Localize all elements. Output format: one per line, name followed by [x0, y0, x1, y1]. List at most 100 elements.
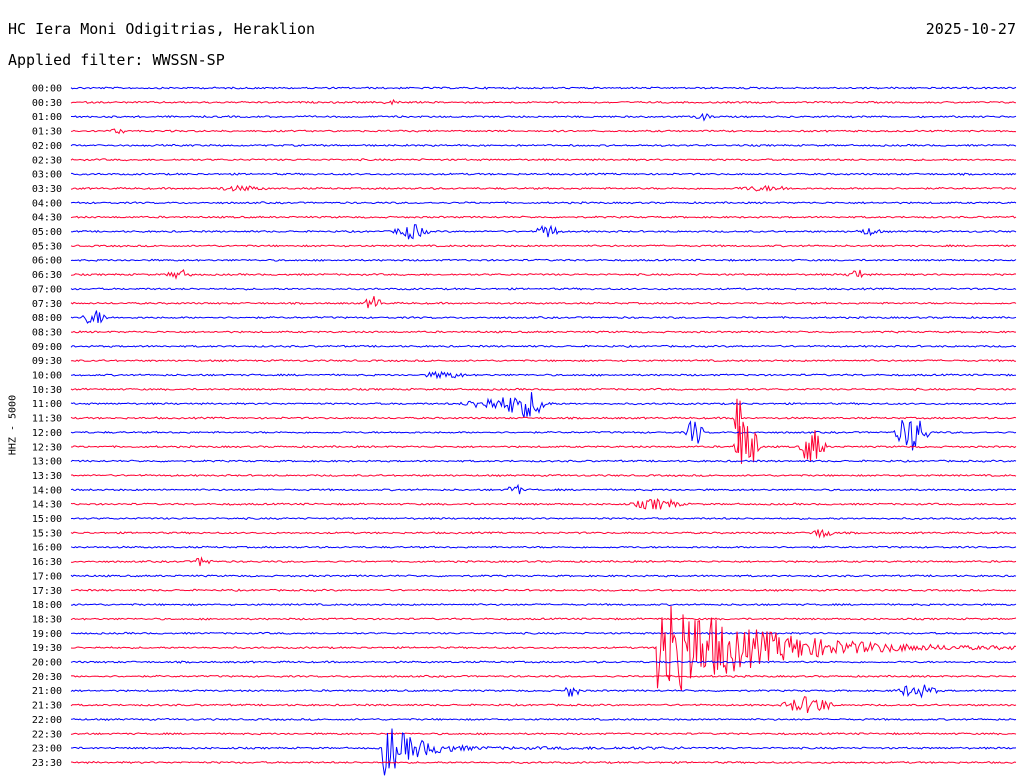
seismic-trace-line — [70, 330, 1016, 334]
seismic-trace-line — [70, 631, 1017, 635]
station-title: HC Iera Moni Odigitrias, Heraklion — [8, 20, 316, 38]
seismic-trace-line — [70, 201, 1017, 205]
seismic-trace-line — [70, 420, 1017, 451]
seismic-trace-line — [70, 760, 1017, 765]
time-tick-label: 19:00 — [32, 629, 62, 640]
time-tick-label: 19:30 — [32, 643, 62, 654]
seismic-trace-line — [70, 588, 1017, 592]
time-tick-label: 13:00 — [32, 457, 62, 468]
seismic-trace-line — [70, 387, 1017, 391]
time-tick-label: 11:30 — [32, 414, 62, 425]
time-tick-label: 17:30 — [32, 586, 62, 597]
seismic-trace-line — [70, 516, 1017, 521]
seismic-trace-line — [70, 287, 1017, 291]
date-label: 2025-10-27 — [925, 20, 1016, 38]
seismic-trace-line — [70, 684, 1017, 699]
filter-label: Applied filter: WWSSN-SP — [8, 51, 225, 69]
seismic-trace-line — [70, 459, 1017, 463]
seismic-trace-line — [70, 224, 1017, 240]
seismic-trace-line — [70, 473, 1017, 478]
time-tick-label: 11:00 — [32, 399, 62, 410]
seismic-trace-line — [70, 128, 1017, 135]
time-tick-label: 10:30 — [32, 385, 62, 396]
time-tick-label: 03:00 — [32, 170, 62, 181]
seismic-trace-line — [70, 86, 1017, 90]
time-tick-label: 17:00 — [32, 571, 62, 582]
time-tick-label: 16:00 — [32, 543, 62, 554]
seismic-trace-line — [70, 498, 1017, 510]
seismic-trace-line — [70, 184, 1017, 192]
seismic-trace-line — [70, 258, 1017, 262]
seismic-trace-line — [70, 674, 1017, 678]
time-tick-label: 06:30 — [32, 270, 62, 281]
time-tick-label: 09:00 — [32, 342, 62, 353]
time-tick-label: 06:00 — [32, 256, 62, 267]
time-tick-label: 03:30 — [32, 184, 62, 195]
time-tick-label: 00:00 — [32, 84, 62, 95]
seismic-trace-line — [70, 310, 1017, 324]
time-tick-label: 20:00 — [32, 658, 62, 669]
seismic-trace-line — [70, 556, 1017, 567]
seismic-trace-line — [70, 398, 1017, 453]
seismic-trace-line — [70, 392, 1017, 418]
time-tick-label: 21:00 — [32, 686, 62, 697]
seismic-trace-line — [70, 244, 1017, 248]
time-tick-label: 01:00 — [32, 112, 62, 123]
time-tick-label: 15:00 — [32, 514, 62, 525]
time-tick-label: 22:30 — [32, 729, 62, 740]
time-tick-label: 14:30 — [32, 500, 62, 511]
time-tick-label: 18:00 — [32, 600, 62, 611]
time-tick-label: 16:30 — [32, 557, 62, 568]
time-tick-label: 13:30 — [32, 471, 62, 482]
seismic-trace-line — [70, 696, 1017, 714]
seismic-trace-line — [70, 545, 1017, 549]
seismic-trace-line — [70, 528, 1017, 539]
time-tick-label: 18:30 — [32, 614, 62, 625]
time-tick-label: 05:00 — [32, 227, 62, 238]
seismic-trace-line — [71, 728, 1017, 776]
time-tick-label: 10:00 — [32, 371, 62, 382]
time-tick-label: 22:00 — [32, 715, 62, 726]
time-tick-label: 02:00 — [32, 141, 62, 152]
seismic-trace-line — [70, 732, 1017, 736]
time-tick-label: 23:30 — [32, 758, 62, 769]
seismic-trace-line — [70, 269, 1017, 280]
time-tick-label: 04:30 — [32, 213, 62, 224]
seismic-trace-line — [70, 605, 1017, 691]
seismic-trace-line — [70, 574, 1017, 578]
time-tick-label: 08:00 — [32, 313, 62, 324]
time-tick-label: 04:00 — [32, 198, 62, 209]
time-tick-label: 07:30 — [32, 299, 62, 310]
seismic-trace-line — [70, 483, 1017, 495]
seismic-trace-line — [70, 370, 1016, 380]
seismic-trace-line — [70, 296, 1017, 309]
seismic-trace-line — [71, 421, 1017, 464]
seismic-trace-line — [70, 660, 1017, 664]
seismic-trace-line — [70, 344, 1017, 348]
seismic-trace-line — [70, 143, 1017, 147]
seismic-trace-line — [70, 359, 1017, 363]
seismic-trace-line — [70, 617, 1017, 621]
seismic-trace-line — [71, 112, 1017, 122]
time-tick-label: 14:00 — [32, 485, 62, 496]
seismic-trace-line — [70, 717, 1017, 721]
seismic-trace-line — [70, 98, 1017, 106]
time-tick-label: 02:30 — [32, 155, 62, 166]
seismic-trace-line — [71, 172, 1017, 176]
seismic-trace-line — [70, 215, 1017, 219]
time-tick-label: 00:30 — [32, 98, 62, 109]
time-tick-label: 12:30 — [32, 442, 62, 453]
time-tick-label: 09:30 — [32, 356, 62, 367]
time-tick-label: 23:00 — [32, 744, 62, 755]
time-tick-label: 21:30 — [32, 701, 62, 712]
time-tick-label: 08:30 — [32, 327, 62, 338]
time-tick-label: 01:30 — [32, 127, 62, 138]
time-tick-label: 20:30 — [32, 672, 62, 683]
seismic-trace-line — [70, 158, 1017, 162]
seismic-trace-line — [71, 602, 1017, 607]
time-tick-label: 05:30 — [32, 241, 62, 252]
time-tick-label: 07:00 — [32, 284, 62, 295]
time-tick-label: 12:00 — [32, 428, 62, 439]
time-tick-label: 15:30 — [32, 528, 62, 539]
